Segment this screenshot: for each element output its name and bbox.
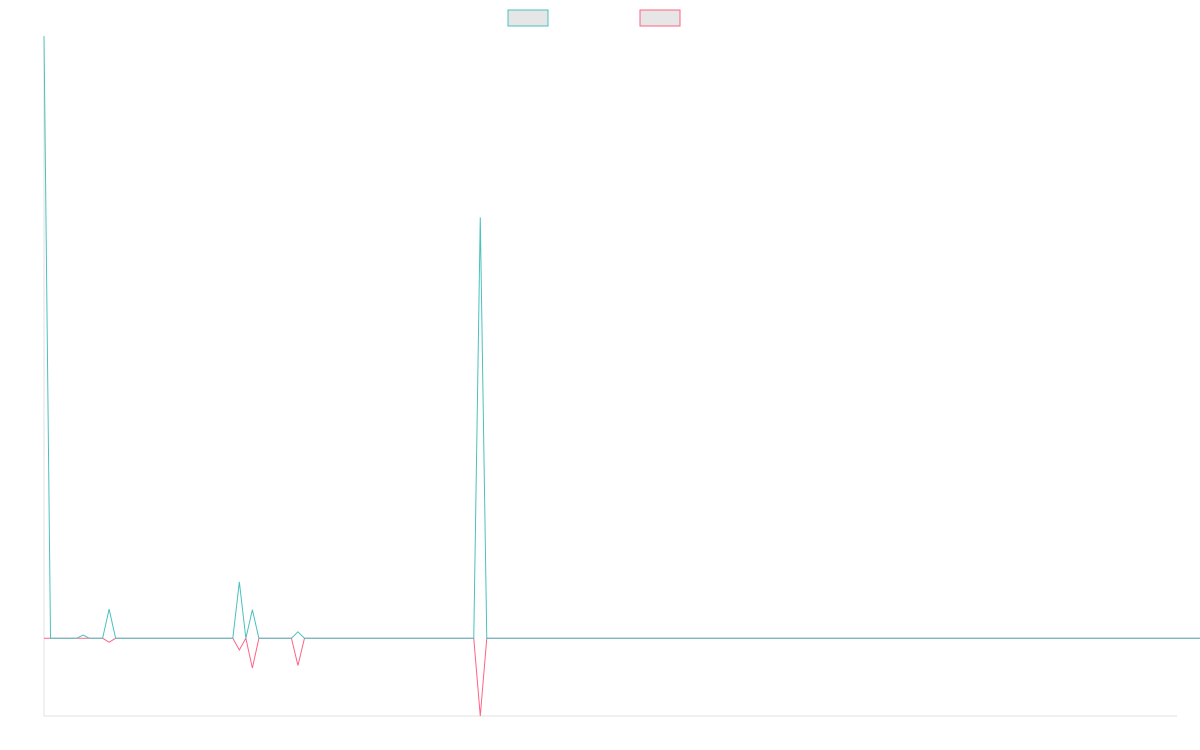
- axes: [43, 36, 1177, 717]
- series-line-2: [44, 636, 1200, 717]
- series-layer: [43, 35, 1200, 717]
- legend-item-1[interactable]: [507, 9, 549, 27]
- legend-item-2[interactable]: [639, 9, 681, 27]
- legend[interactable]: [507, 9, 681, 27]
- legend-swatch-1: [507, 9, 549, 27]
- series-line-1: [43, 35, 1200, 639]
- legend-swatch-2: [639, 9, 681, 27]
